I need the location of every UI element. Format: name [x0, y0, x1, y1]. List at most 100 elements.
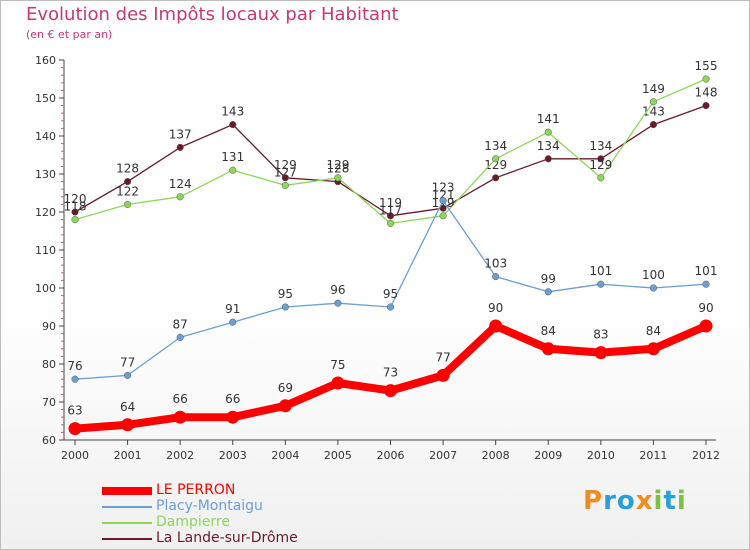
data-point — [649, 284, 657, 292]
data-point — [699, 319, 713, 333]
data-point — [334, 299, 342, 307]
data-point — [71, 375, 79, 383]
data-point — [702, 75, 710, 83]
data-label: 90 — [698, 301, 713, 315]
data-label: 76 — [67, 359, 82, 373]
x-tick-label: 2012 — [692, 449, 720, 462]
data-label: 128 — [116, 162, 139, 176]
logo-letter: x — [635, 486, 654, 516]
legend-label: La Lande-sur-Drôme — [156, 530, 298, 546]
data-point — [68, 422, 82, 436]
data-label: 120 — [64, 192, 87, 206]
data-label: 63 — [67, 404, 82, 418]
data-label: 64 — [120, 400, 135, 414]
logo-letter: t — [663, 486, 677, 516]
x-tick-label: 2003 — [219, 449, 247, 462]
data-label: 124 — [169, 177, 192, 191]
data-label: 101 — [589, 264, 612, 278]
data-label: 143 — [221, 105, 244, 119]
data-label: 95 — [278, 287, 293, 301]
data-label: 134 — [537, 139, 560, 153]
x-tick-label: 2010 — [587, 449, 615, 462]
x-tick-label: 2011 — [639, 449, 667, 462]
data-label: 149 — [642, 82, 665, 96]
x-tick-label: 2005 — [324, 449, 352, 462]
data-label: 87 — [173, 317, 188, 331]
data-label: 141 — [537, 112, 560, 126]
x-tick-label: 2000 — [61, 449, 89, 462]
data-point — [281, 303, 289, 311]
data-point — [278, 399, 292, 413]
data-point — [544, 128, 552, 136]
legend-label: LE PERRON — [156, 482, 236, 498]
data-point — [229, 166, 237, 174]
data-point — [71, 208, 79, 216]
data-label: 122 — [116, 184, 139, 198]
data-point — [544, 288, 552, 296]
data-point — [594, 346, 608, 360]
y-tick-label: 140 — [35, 130, 56, 143]
data-label: 66 — [225, 392, 240, 406]
data-point — [124, 178, 132, 186]
data-point — [334, 174, 342, 182]
data-point — [492, 174, 500, 182]
data-label: 129 — [326, 158, 349, 172]
data-point — [226, 410, 240, 424]
data-point — [229, 121, 237, 129]
data-label: 77 — [120, 355, 135, 369]
x-tick-label: 2007 — [429, 449, 457, 462]
data-label: 73 — [383, 366, 398, 380]
data-label: 129 — [484, 158, 507, 172]
data-point — [646, 342, 660, 356]
y-tick-label: 60 — [42, 434, 56, 447]
data-point — [439, 197, 447, 205]
logo-letter: o — [616, 486, 636, 516]
data-label: 69 — [278, 381, 293, 395]
data-label: 118 — [64, 200, 87, 214]
data-point — [649, 98, 657, 106]
y-tick-label: 70 — [42, 396, 56, 409]
data-label: 91 — [225, 302, 240, 316]
data-point — [71, 216, 79, 224]
logo-letter: P — [583, 486, 604, 516]
legend-swatch — [102, 538, 152, 540]
y-tick-label: 150 — [35, 92, 56, 105]
data-point — [439, 212, 447, 220]
x-tick-label: 2004 — [271, 449, 299, 462]
data-point — [597, 155, 605, 163]
data-point — [386, 212, 395, 220]
logo-letter: r — [603, 486, 617, 516]
data-label: 99 — [541, 272, 556, 286]
data-point — [176, 333, 184, 341]
y-tick-label: 100 — [35, 282, 56, 295]
data-label: 128 — [326, 162, 349, 176]
data-label: 129 — [274, 158, 297, 172]
data-point — [176, 143, 184, 151]
data-label: 95 — [383, 287, 398, 301]
x-tick-label: 2009 — [534, 449, 562, 462]
data-point — [121, 418, 135, 432]
data-label: 137 — [169, 127, 192, 141]
data-point — [229, 318, 237, 326]
legend-label: Dampierre — [156, 514, 230, 530]
data-point — [597, 174, 605, 182]
data-label: 96 — [330, 283, 345, 297]
data-point — [281, 174, 289, 182]
data-label: 84 — [541, 324, 556, 338]
data-point — [124, 200, 132, 208]
data-point — [702, 102, 710, 110]
data-label: 121 — [432, 188, 455, 202]
proxiti-logo: Proxiti — [583, 486, 687, 516]
x-tick-label: 2008 — [482, 449, 510, 462]
y-tick-label: 120 — [35, 206, 56, 219]
legend-swatch — [102, 487, 152, 495]
data-label: 101 — [695, 264, 718, 278]
data-point — [492, 155, 500, 163]
data-label: 119 — [379, 196, 402, 210]
data-label: 131 — [221, 150, 244, 164]
data-point — [489, 319, 503, 333]
y-tick-label: 130 — [35, 168, 56, 181]
data-label: 66 — [173, 392, 188, 406]
x-tick-label: 2001 — [114, 449, 142, 462]
